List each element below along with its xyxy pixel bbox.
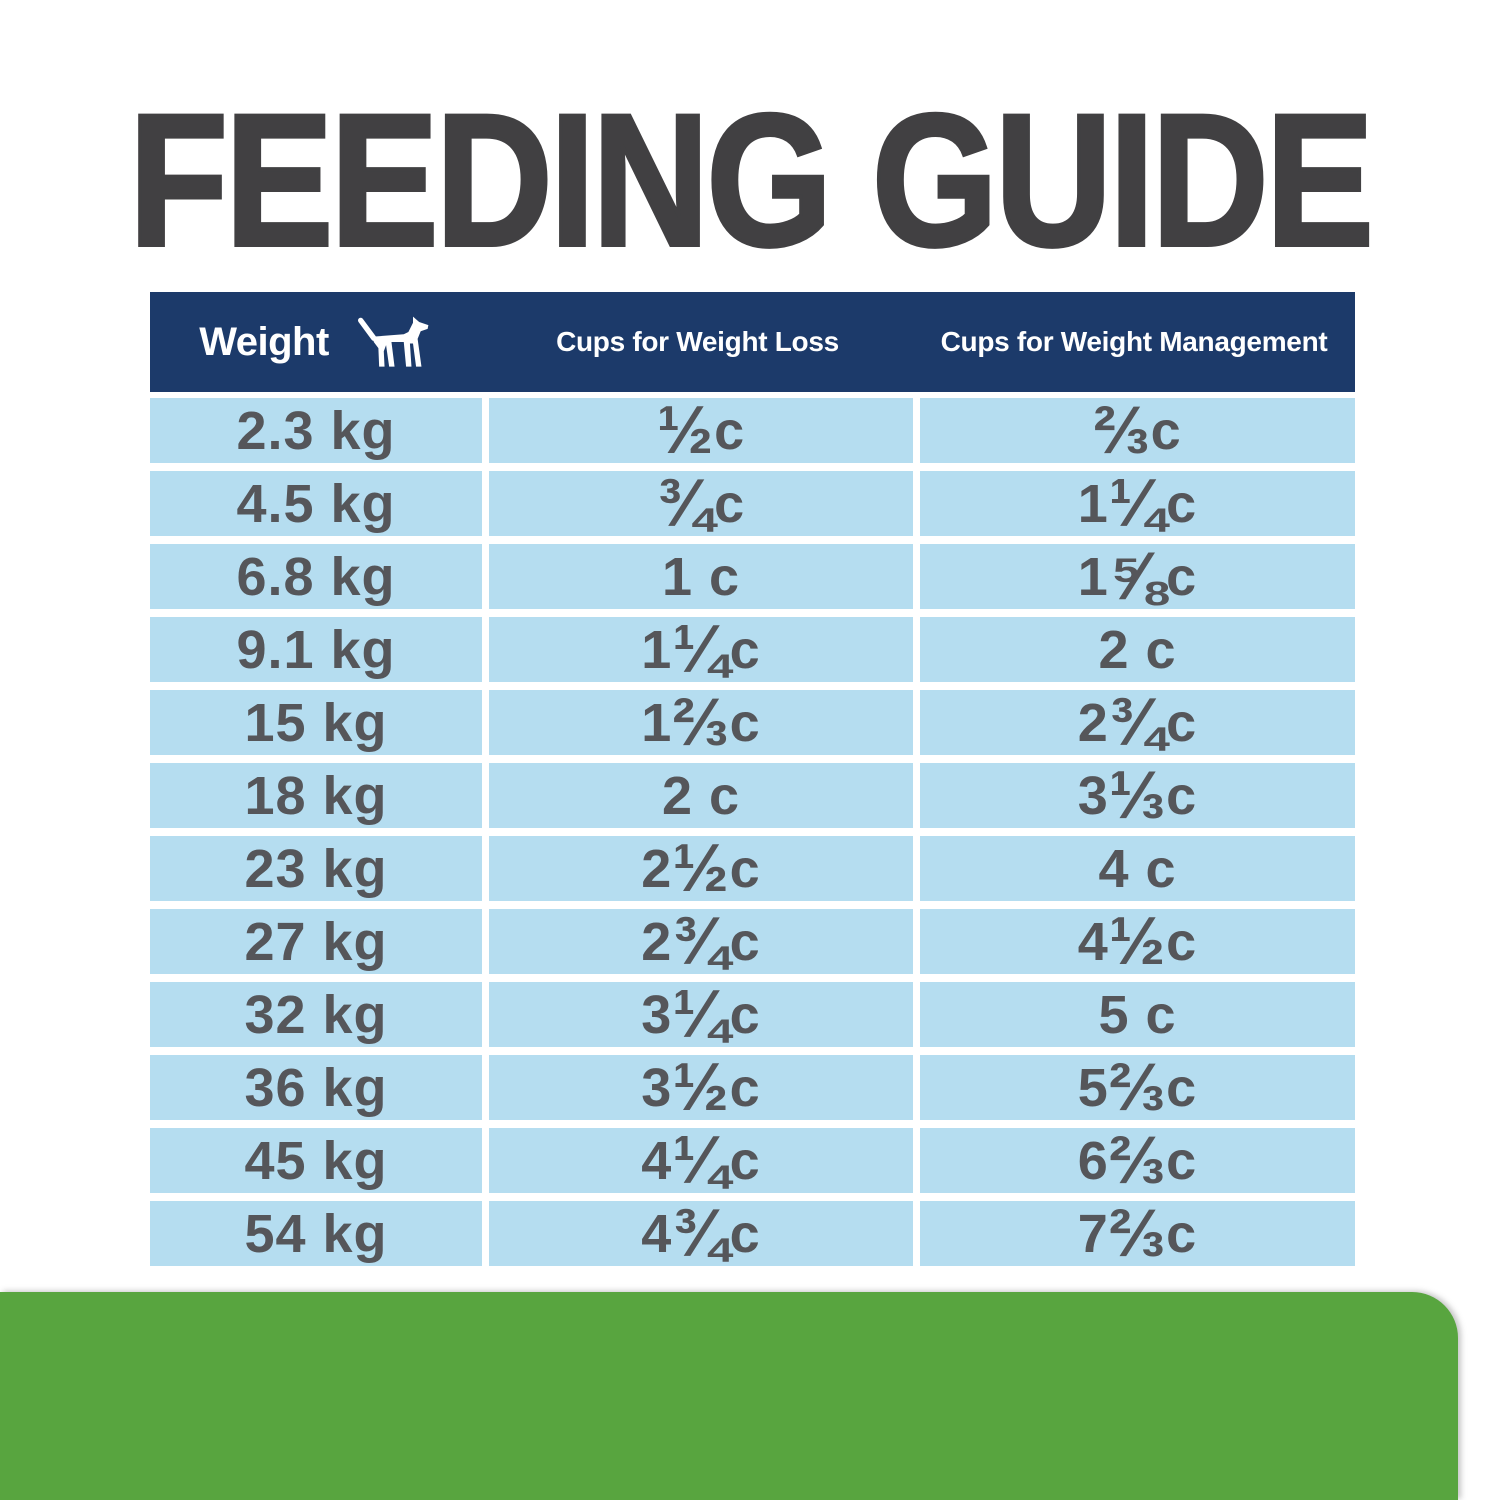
cups-weight-loss-label: Cups for Weight Loss	[556, 326, 839, 357]
table-row: 45 kg 4 ¼ c 6 ⅔ c	[150, 1126, 1355, 1194]
weight-cell: 2.3 kg	[150, 398, 482, 463]
cups-weight-management-cell: 6 ⅔ c	[920, 1126, 1355, 1194]
table-row: 9.1 kg 1 ¼ c 2 c	[150, 615, 1355, 683]
table-row: 15 kg 1 ⅔ c 2 ¾ c	[150, 688, 1355, 756]
cups-weight-loss-cell: 3 ¼ c	[489, 980, 913, 1048]
footer-green-band	[0, 1292, 1458, 1500]
weight-column-header: Weight	[150, 292, 482, 392]
cups-weight-loss-cell: ½ c	[489, 396, 913, 464]
table-row: 4.5 kg ¾ c 1 ¼ c	[150, 469, 1355, 537]
table-row: 27 kg 2 ¾ c 4 ½ c	[150, 907, 1355, 975]
cups-weight-management-cell: 7 ⅔ c	[920, 1199, 1355, 1267]
feeding-table: Weight Cups for Weight Loss Cups for Wei…	[150, 292, 1355, 1267]
cups-weight-management-cell: 3 ⅓ c	[920, 761, 1355, 829]
cups-weight-loss-cell: 2 ½ c	[489, 834, 913, 902]
cups-weight-loss-column-header: Cups for Weight Loss	[482, 292, 913, 392]
table-body: 2.3 kg ½ c ⅔ c 4.5 kg ¾ c 1 ¼ c 6.8 kg 1…	[150, 396, 1355, 1267]
cups-weight-loss-cell: 2 ¾ c	[489, 907, 913, 975]
cups-weight-management-cell: 5 c	[920, 982, 1355, 1047]
table-row: 2.3 kg ½ c ⅔ c	[150, 396, 1355, 464]
cups-weight-management-cell: 2 ¾ c	[920, 688, 1355, 756]
table-row: 54 kg 4 ¾ c 7 ⅔ c	[150, 1199, 1355, 1267]
table-row: 6.8 kg 1 c 1 ⅝ c	[150, 542, 1355, 610]
cups-weight-management-column-header: Cups for Weight Management	[913, 292, 1355, 392]
weight-cell: 23 kg	[150, 836, 482, 901]
weight-cell: 15 kg	[150, 690, 482, 755]
dog-icon	[353, 314, 433, 370]
table-header-row: Weight Cups for Weight Loss Cups for Wei…	[150, 292, 1355, 392]
page-title: FEEDING GUIDE	[127, 75, 1375, 285]
weight-cell: 4.5 kg	[150, 471, 482, 536]
table-row: 23 kg 2 ½ c 4 c	[150, 834, 1355, 902]
cups-weight-management-cell: 5 ⅔ c	[920, 1053, 1355, 1121]
cups-weight-management-cell: 4 c	[920, 836, 1355, 901]
cups-weight-loss-cell: 4 ¾ c	[489, 1199, 913, 1267]
weight-cell: 27 kg	[150, 909, 482, 974]
weight-cell: 36 kg	[150, 1055, 482, 1120]
cups-weight-management-cell: 1 ⅝ c	[920, 542, 1355, 610]
weight-cell: 32 kg	[150, 982, 482, 1047]
cups-weight-loss-cell: ¾ c	[489, 469, 913, 537]
table-row: 18 kg 2 c 3 ⅓ c	[150, 761, 1355, 829]
cups-weight-management-cell: 2 c	[920, 617, 1355, 682]
cups-weight-loss-cell: 1 c	[489, 544, 913, 609]
weight-cell: 6.8 kg	[150, 544, 482, 609]
table-row: 32 kg 3 ¼ c 5 c	[150, 980, 1355, 1048]
cups-weight-loss-cell: 1 ¼ c	[489, 615, 913, 683]
cups-weight-management-cell: 4 ½ c	[920, 907, 1355, 975]
weight-cell: 54 kg	[150, 1201, 482, 1266]
cups-weight-loss-cell: 2 c	[489, 763, 913, 828]
cups-weight-management-label: Cups for Weight Management	[940, 326, 1328, 357]
cups-weight-loss-cell: 1 ⅔ c	[489, 688, 913, 756]
weight-column-label: Weight	[199, 319, 329, 364]
cups-weight-loss-cell: 4 ¼ c	[489, 1126, 913, 1194]
table-row: 36 kg 3 ½ c 5 ⅔ c	[150, 1053, 1355, 1121]
weight-cell: 45 kg	[150, 1128, 482, 1193]
cups-weight-management-cell: 1 ¼ c	[920, 469, 1355, 537]
page-title-wrap: FEEDING GUIDE	[0, 75, 1500, 285]
cups-weight-management-cell: ⅔ c	[920, 396, 1355, 464]
cups-weight-loss-cell: 3 ½ c	[489, 1053, 913, 1121]
weight-cell: 18 kg	[150, 763, 482, 828]
weight-cell: 9.1 kg	[150, 617, 482, 682]
